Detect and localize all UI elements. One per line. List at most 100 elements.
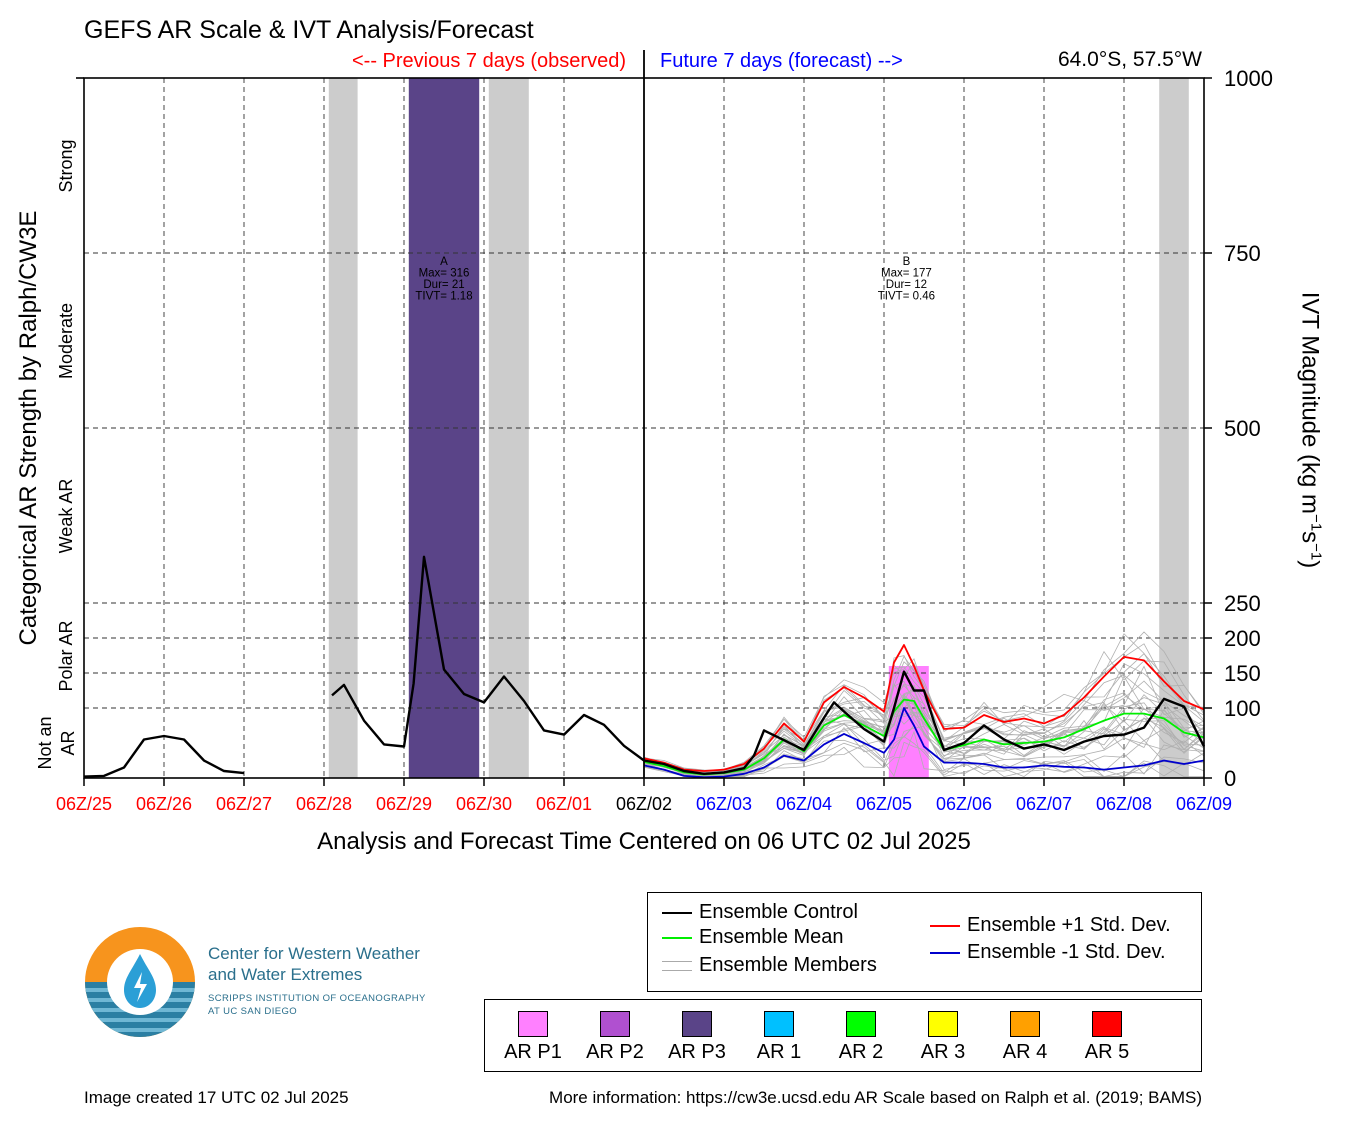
event-0-line-0: A bbox=[440, 256, 448, 268]
ar-scale-swatch-1 bbox=[600, 1011, 630, 1037]
left-axis-label: Categorical AR Strength by Ralph/CW3E bbox=[15, 210, 42, 646]
ensemble-member-15 bbox=[643, 631, 1205, 771]
frame-layer bbox=[76, 50, 1205, 779]
series-layer bbox=[83, 555, 1206, 779]
legend-mean-line bbox=[662, 936, 692, 939]
legend-members: Ensemble Members bbox=[662, 954, 877, 977]
y-tick-label-100: 100 bbox=[1224, 696, 1261, 721]
x-tick-label-0: 06Z/25 bbox=[56, 794, 112, 814]
x-axis-label: Analysis and Forecast Time Centered on 0… bbox=[317, 828, 971, 855]
y-tick-label-150: 150 bbox=[1224, 661, 1261, 686]
ar-scale-label-4: AR 2 bbox=[838, 1041, 884, 1063]
ar-scale-swatch-5 bbox=[928, 1011, 958, 1037]
ar-scale-label-5: AR 3 bbox=[920, 1041, 966, 1063]
legend-mean: Ensemble Mean bbox=[662, 926, 844, 949]
category-label-4-0: Strong bbox=[56, 139, 76, 192]
y-tick-label-200: 200 bbox=[1224, 626, 1261, 651]
chart-title: GEFS AR Scale & IVT Analysis/Forecast bbox=[84, 16, 534, 44]
ar-scale-item-0: AR P1 bbox=[493, 1000, 573, 1064]
ar-scale-label-6: AR 4 bbox=[1002, 1041, 1048, 1063]
x-tick-label-5: 06Z/30 bbox=[456, 794, 512, 814]
event-1-line-2: Dur= 12 bbox=[886, 279, 927, 291]
category-label-2-0: Weak AR bbox=[56, 479, 76, 554]
cw3e-logo-mark bbox=[84, 926, 196, 1038]
series-line-1 bbox=[643, 698, 1205, 776]
ar-scale-label-7: AR 5 bbox=[1084, 1041, 1130, 1063]
x-tick-label-8: 06Z/03 bbox=[696, 794, 752, 814]
x-tick-label-12: 06Z/07 bbox=[1016, 794, 1072, 814]
x-tick-label-7: 06Z/02 bbox=[616, 794, 672, 814]
ar-scale-item-3: AR 1 bbox=[739, 1000, 819, 1064]
future-period-label: Future 7 days (forecast) --> bbox=[660, 50, 903, 72]
footer-created: Image created 17 UTC 02 Jul 2025 bbox=[84, 1088, 349, 1107]
event-1-line-1: Max= 177 bbox=[881, 268, 932, 280]
event-0-line-3: TIVT= 1.18 bbox=[415, 291, 472, 303]
event-1-line-0: B bbox=[903, 256, 911, 268]
x-tick-label-2: 06Z/27 bbox=[216, 794, 272, 814]
ensemble-member-28 bbox=[643, 702, 1205, 775]
legend-plus-std-line bbox=[930, 924, 960, 927]
event-0-line-1: Max= 316 bbox=[419, 268, 470, 280]
legend-minus-std-label: Ensemble -1 Std. Dev. bbox=[967, 941, 1166, 963]
right-axis-sup-1: −1 bbox=[1307, 514, 1325, 532]
ar-scale-label-1: AR P2 bbox=[586, 1041, 644, 1063]
ar-scale-swatch-2 bbox=[682, 1011, 712, 1037]
y-tick-label-500: 500 bbox=[1224, 416, 1261, 441]
y-tick-label-1000: 1000 bbox=[1224, 66, 1273, 91]
ar-scale-label-2: AR P3 bbox=[668, 1041, 726, 1063]
ar-scale-item-7: AR 5 bbox=[1067, 1000, 1147, 1064]
series-line-0 bbox=[83, 555, 1206, 778]
ar-scale-item-2: AR P3 bbox=[657, 1000, 737, 1064]
right-axis-label-mid: s bbox=[1296, 531, 1324, 544]
ar-scale-swatch-4 bbox=[846, 1011, 876, 1037]
legend-minus-std: Ensemble -1 Std. Dev. bbox=[930, 941, 1166, 964]
category-label-0-0: Not an bbox=[35, 716, 55, 769]
ar-scale-item-4: AR 2 bbox=[821, 1000, 901, 1064]
category-label-3-0: Moderate bbox=[56, 303, 76, 379]
x-tick-label-10: 06Z/05 bbox=[856, 794, 912, 814]
ensemble-member-29 bbox=[643, 633, 1205, 772]
previous-period-label: <-- Previous 7 days (observed) bbox=[351, 50, 626, 72]
legend-control: Ensemble Control bbox=[662, 901, 858, 924]
legend-plus-std: Ensemble +1 Std. Dev. bbox=[930, 914, 1171, 937]
line-legend: Ensemble Control Ensemble Mean Ensemble … bbox=[647, 892, 1202, 992]
ar-scale-label-0: AR P1 bbox=[504, 1041, 562, 1063]
cw3e-logo-icon bbox=[85, 927, 195, 1037]
right-axis-label-main: IVT Magnitude (kg m bbox=[1296, 291, 1324, 515]
legend-minus-std-line bbox=[930, 951, 960, 954]
category-label-0-1: AR bbox=[58, 730, 78, 755]
series-line-3 bbox=[643, 707, 1205, 779]
x-tick-label-14: 06Z/09 bbox=[1176, 794, 1232, 814]
ticks-layer: 06Z/25 06Z/26 06Z/27 06Z/28 06Z/29 06Z/30 06Z/… bbox=[35, 66, 1273, 814]
ar-scale-item-6: AR 4 bbox=[985, 1000, 1065, 1064]
event-0-line-2: Dur= 21 bbox=[423, 279, 464, 291]
x-tick-label-11: 06Z/06 bbox=[936, 794, 992, 814]
legend-plus-std-label: Ensemble +1 Std. Dev. bbox=[967, 914, 1171, 936]
ar-scale-swatch-6 bbox=[1010, 1011, 1040, 1037]
right-axis-sup-2: −1 bbox=[1307, 543, 1325, 561]
y-tick-label-750: 750 bbox=[1224, 241, 1261, 266]
ar-scale-swatch-3 bbox=[764, 1011, 794, 1037]
ensemble-member-26 bbox=[643, 730, 1205, 778]
legend-members-line bbox=[662, 960, 692, 971]
location-label: 64.0°S, 57.5°W bbox=[1057, 48, 1202, 71]
category-label-1-0: Polar AR bbox=[56, 620, 76, 691]
ar-scale-swatch-7 bbox=[1092, 1011, 1122, 1037]
right-axis-label: IVT Magnitude (kg m−1s−1) bbox=[1296, 291, 1325, 569]
event-1-line-3: TIVT= 0.46 bbox=[878, 291, 935, 303]
x-tick-label-1: 06Z/26 bbox=[136, 794, 192, 814]
ar-scale-item-1: AR P2 bbox=[575, 1000, 655, 1064]
legend-control-line bbox=[662, 911, 692, 914]
ar-scale-legend: AR P1 AR P2 AR P3 AR 1 AR 2 AR 3 AR 4 AR 5 bbox=[484, 999, 1202, 1072]
ar-scale-label-3: AR 1 bbox=[756, 1041, 802, 1063]
x-tick-label-4: 06Z/29 bbox=[376, 794, 432, 814]
series-line-2 bbox=[643, 644, 1205, 772]
logo-line-1: Center for Western Weather bbox=[208, 944, 420, 963]
x-tick-label-13: 06Z/08 bbox=[1096, 794, 1152, 814]
legend-members-label: Ensemble Members bbox=[699, 954, 877, 976]
y-tick-label-250: 250 bbox=[1224, 591, 1261, 616]
x-tick-label-6: 06Z/01 bbox=[536, 794, 592, 814]
legend-control-label: Ensemble Control bbox=[699, 901, 858, 923]
